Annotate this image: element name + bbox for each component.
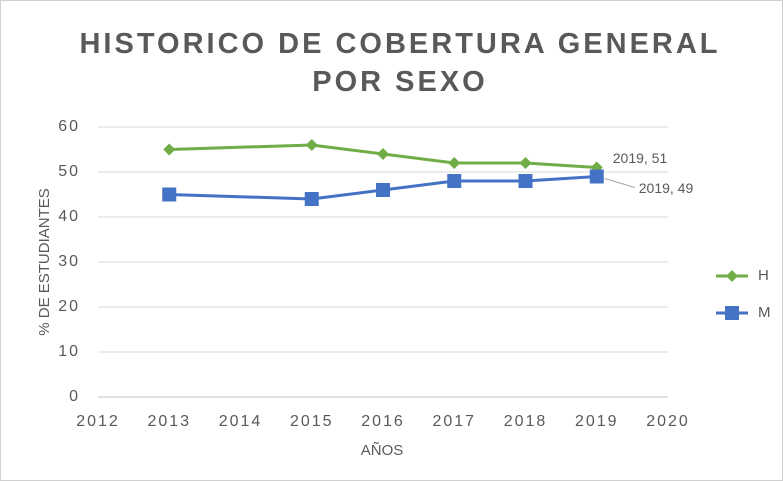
y-axis-label: % DE ESTUDIANTES: [36, 188, 53, 336]
legend-marker: [725, 306, 739, 320]
diamond-marker: [163, 143, 176, 156]
label-leader: [604, 178, 635, 188]
legend-label: H: [758, 267, 769, 284]
y-tick-label: 30: [58, 253, 80, 270]
y-tick-label: 50: [58, 163, 80, 180]
diamond-marker: [377, 148, 389, 160]
diamond-marker: [448, 157, 461, 169]
y-tick-label: 0: [69, 388, 80, 405]
square-marker: [447, 174, 462, 188]
x-axis-label: AÑOS: [361, 442, 404, 459]
x-tick-label: 2018: [504, 413, 548, 430]
x-tick-label: 2016: [361, 413, 405, 430]
diamond-marker: [305, 139, 318, 151]
x-tick-label: 2020: [646, 413, 690, 430]
series-line: [169, 143, 597, 169]
legend-marker: [726, 270, 738, 282]
x-tick-label: 2014: [219, 413, 263, 430]
square-marker: [304, 192, 319, 206]
x-tick-label: 2019: [575, 413, 619, 430]
x-tick-label: 2012: [76, 413, 120, 430]
square-marker: [589, 169, 604, 184]
diamond-marker: [519, 157, 532, 169]
data-label: 2019, 51: [613, 150, 668, 166]
x-tick-label: 2015: [290, 413, 334, 430]
y-tick-label: 60: [58, 118, 80, 135]
x-tick-label: 2013: [147, 413, 191, 430]
x-tick-label: 2017: [432, 413, 476, 430]
y-tick-label: 10: [58, 343, 80, 360]
y-tick-label: 20: [58, 298, 80, 315]
square-marker: [518, 174, 533, 188]
y-tick-label: 40: [58, 208, 80, 225]
series-line: [169, 175, 597, 201]
legend-label: M: [758, 304, 771, 321]
square-marker: [162, 187, 177, 202]
data-label: 2019, 49: [639, 180, 694, 196]
square-marker: [376, 183, 390, 197]
chart-title: HISTORICO DE COBERTURA GENERAL POR SEXO: [79, 28, 720, 98]
